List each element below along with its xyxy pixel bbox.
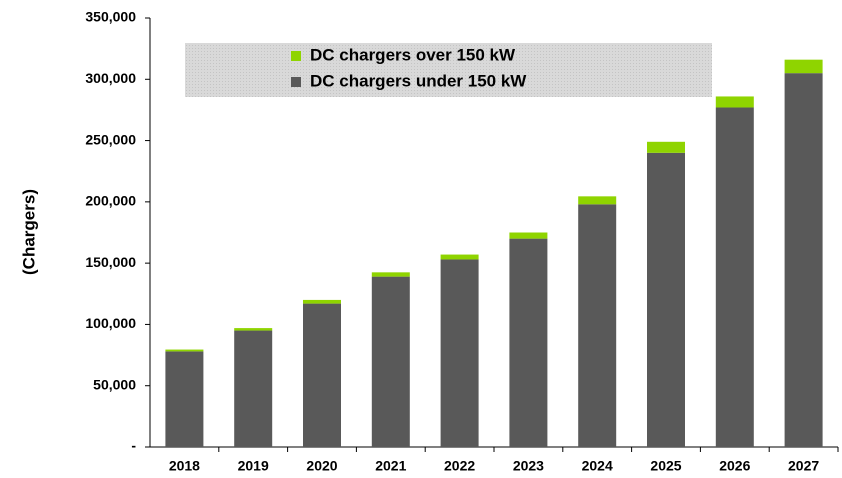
bar-segment: [715, 96, 754, 108]
x-tick-label: 2027: [788, 458, 819, 474]
legend-label: DC chargers over 150 kW: [310, 45, 516, 64]
legend-swatch: [291, 77, 301, 87]
y-tick-label: 200,000: [85, 193, 136, 209]
y-axis-label: (Chargers): [19, 189, 38, 275]
x-tick-label: 2018: [169, 458, 200, 474]
y-tick-label: 100,000: [85, 315, 136, 331]
bar-segment: [784, 59, 823, 74]
bar-segment: [165, 351, 204, 447]
legend: DC chargers over 150 kW DC chargers under…: [185, 43, 712, 97]
x-tick-label: 2025: [650, 458, 681, 474]
x-tick-label: 2022: [444, 458, 475, 474]
bar-segment: [303, 299, 341, 304]
x-tick-label: 2019: [238, 458, 269, 474]
y-tick-label: 50,000: [93, 376, 136, 392]
x-tick-label: 2021: [375, 458, 406, 474]
x-tick-label: 2026: [719, 458, 750, 474]
bar-segment: [715, 107, 754, 447]
bar-segment: [371, 276, 410, 447]
bar-segment: [303, 303, 341, 447]
y-tick-label: 150,000: [85, 254, 136, 270]
legend-swatch: [291, 51, 301, 61]
bar-segment: [440, 259, 479, 447]
x-tick-label: 2020: [306, 458, 337, 474]
bar-segment: [647, 152, 685, 448]
x-tick-label: 2023: [513, 458, 544, 474]
bar-segment: [234, 328, 273, 331]
legend-box: [185, 43, 712, 97]
bar-segment: [371, 272, 410, 277]
y-tick-label: -: [131, 438, 136, 454]
bar-segment: [509, 232, 548, 239]
bar-segment: [578, 196, 617, 205]
y-tick-label: 350,000: [85, 9, 136, 25]
bar-segment: [647, 141, 685, 153]
x-tick-label: 2024: [582, 458, 613, 474]
legend-label: DC chargers under 150 kW: [310, 71, 527, 90]
bar-segment: [165, 349, 204, 352]
bar-segment: [440, 254, 479, 260]
bar-segment: [578, 204, 617, 447]
bar-segment: [234, 330, 273, 447]
bar-segment: [509, 238, 548, 447]
bar-segment: [784, 73, 823, 448]
y-tick-label: 250,000: [85, 131, 136, 147]
y-tick-label: 300,000: [85, 70, 136, 86]
